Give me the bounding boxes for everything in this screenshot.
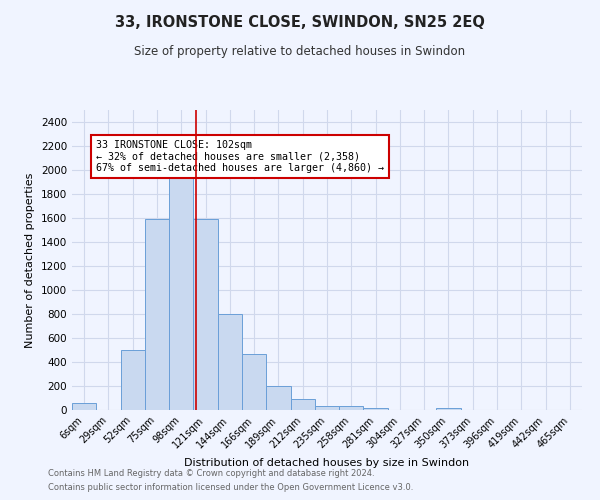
Text: Contains public sector information licensed under the Open Government Licence v3: Contains public sector information licen… <box>48 484 413 492</box>
Text: 33 IRONSTONE CLOSE: 102sqm
← 32% of detached houses are smaller (2,358)
67% of s: 33 IRONSTONE CLOSE: 102sqm ← 32% of deta… <box>96 140 384 173</box>
Bar <box>72 404 96 410</box>
Bar <box>145 219 169 410</box>
Bar <box>193 219 218 410</box>
Text: Contains HM Land Registry data © Crown copyright and database right 2024.: Contains HM Land Registry data © Crown c… <box>48 468 374 477</box>
Bar <box>169 177 193 410</box>
Text: 33, IRONSTONE CLOSE, SWINDON, SN25 2EQ: 33, IRONSTONE CLOSE, SWINDON, SN25 2EQ <box>115 15 485 30</box>
Bar <box>266 386 290 410</box>
Bar <box>290 399 315 410</box>
Bar <box>364 408 388 410</box>
Bar <box>436 408 461 410</box>
Bar <box>339 406 364 410</box>
Bar <box>242 354 266 410</box>
Bar <box>121 350 145 410</box>
X-axis label: Distribution of detached houses by size in Swindon: Distribution of detached houses by size … <box>184 458 470 468</box>
Text: Size of property relative to detached houses in Swindon: Size of property relative to detached ho… <box>134 45 466 58</box>
Y-axis label: Number of detached properties: Number of detached properties <box>25 172 35 348</box>
Bar <box>315 406 339 410</box>
Bar <box>218 314 242 410</box>
